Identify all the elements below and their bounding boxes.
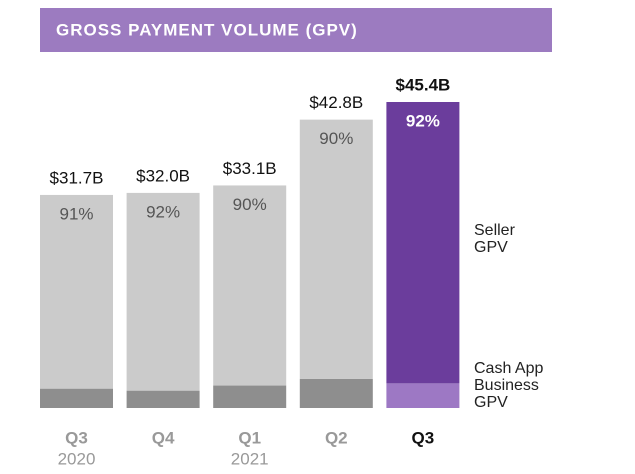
bar-segment: [299, 378, 373, 408]
x-tick-label: Q1: [238, 428, 261, 447]
x-tick-label: Q3: [412, 428, 435, 447]
total-label: $31.7B: [50, 168, 104, 187]
total-label: $32.0B: [136, 166, 190, 185]
bar-segment: [40, 194, 113, 389]
bar-segment: [386, 383, 460, 408]
bar-segment: [213, 385, 287, 408]
title-banner: [40, 8, 552, 52]
legend-seller: Seller GPV: [474, 222, 515, 256]
segment-label: 92%: [406, 111, 440, 130]
segment-label: 90%: [233, 195, 267, 214]
segment-label: 90%: [319, 129, 353, 148]
x-year-label: 2021: [231, 449, 269, 468]
segment-label: 91%: [59, 204, 93, 223]
x-tick-label: Q3: [65, 428, 88, 447]
bar-segment: [126, 192, 200, 391]
total-label: $45.4B: [395, 75, 450, 94]
total-label: $33.1B: [223, 159, 277, 178]
total-label: $42.8B: [309, 93, 363, 112]
bar-segment: [386, 102, 460, 384]
bar-segment: [40, 388, 113, 408]
bar-segment: [126, 390, 200, 408]
chart-title: GROSS PAYMENT VOLUME (GPV): [56, 20, 358, 39]
x-tick-label: Q4: [152, 428, 175, 447]
x-year-label: 2020: [58, 449, 96, 468]
legend-cash-app: Cash App Business GPV: [474, 360, 544, 411]
bar-segment: [299, 119, 373, 379]
bar-segment: [213, 185, 287, 386]
x-tick-label: Q2: [325, 428, 348, 447]
segment-label: 92%: [146, 202, 180, 221]
